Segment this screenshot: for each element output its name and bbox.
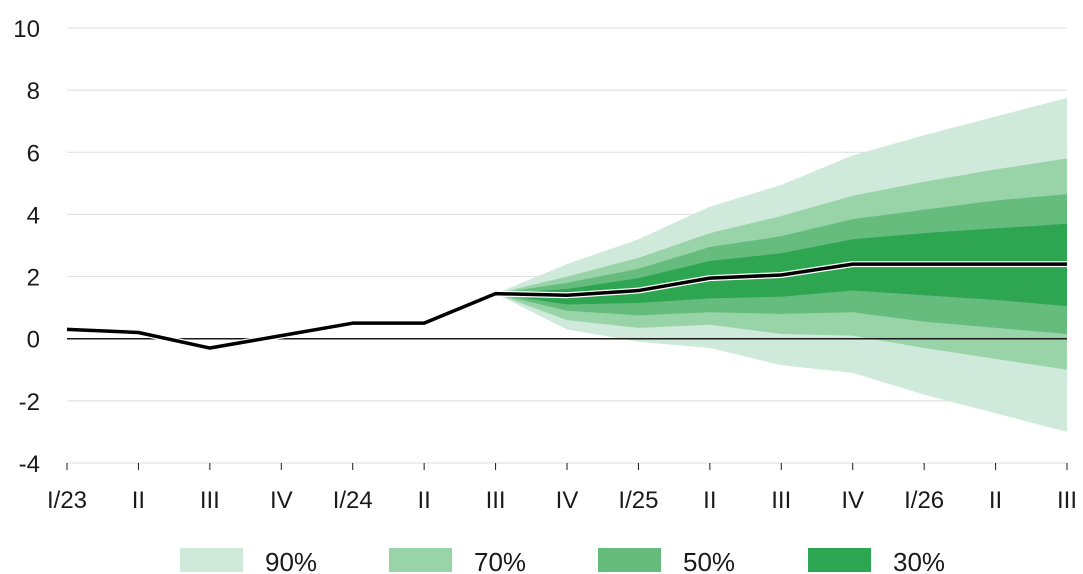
legend-swatch: [389, 548, 452, 572]
y-tick-label: 0: [27, 327, 40, 354]
y-tick-label: 6: [27, 140, 40, 167]
legend-swatch: [598, 548, 661, 572]
x-tick-label: II: [703, 487, 716, 514]
x-tick-label: III: [200, 487, 220, 514]
x-tick-label: IV: [556, 487, 579, 514]
y-axis-tick-labels: 10 8 6 4 2 0 -2 -4: [13, 16, 40, 478]
x-tick-label: I/26: [904, 487, 944, 514]
legend-label: 50%: [683, 547, 735, 574]
legend-swatch: [808, 548, 871, 572]
band-30pct: [495, 223, 1068, 307]
x-tick-label: I/24: [333, 487, 373, 514]
x-tick-label: II: [417, 487, 430, 514]
legend-item: 30%: [808, 547, 945, 574]
y-tick-label: -2: [19, 389, 40, 416]
y-tick-label: 4: [27, 202, 40, 229]
y-tick-label: -4: [19, 451, 40, 478]
x-tick-label: IV: [270, 487, 293, 514]
central-forecast-line: [66, 261, 1067, 352]
x-tick-label: III: [486, 487, 506, 514]
y-tick-label: 2: [27, 265, 40, 292]
y-tick-label: 8: [27, 78, 40, 105]
legend-label: 70%: [474, 547, 526, 574]
legend-label: 30%: [893, 547, 945, 574]
x-tick-label: III: [771, 487, 791, 514]
x-tick-label: II: [132, 487, 145, 514]
x-tick-label: II: [989, 487, 1002, 514]
legend-item: 70%: [389, 547, 526, 574]
y-tick-label: 10: [13, 16, 40, 43]
legend-item: 50%: [598, 547, 735, 574]
x-tick-label: I/25: [618, 487, 658, 514]
series-line: [66, 262, 1067, 350]
x-tick-label: III: [1057, 487, 1077, 514]
x-axis-ticks: I/23 II III IV I/24 II III IV I/25 II III IV I/26 II I…: [47, 463, 1077, 514]
confidence-bands: [495, 97, 1068, 432]
legend-swatch: [180, 548, 243, 572]
legend-label: 90%: [265, 547, 317, 574]
x-tick-label: I/23: [47, 487, 87, 514]
legend-item: 90%: [180, 547, 317, 574]
x-tick-label: IV: [841, 487, 864, 514]
legend: 90% 70% 50% 30%: [180, 547, 945, 574]
